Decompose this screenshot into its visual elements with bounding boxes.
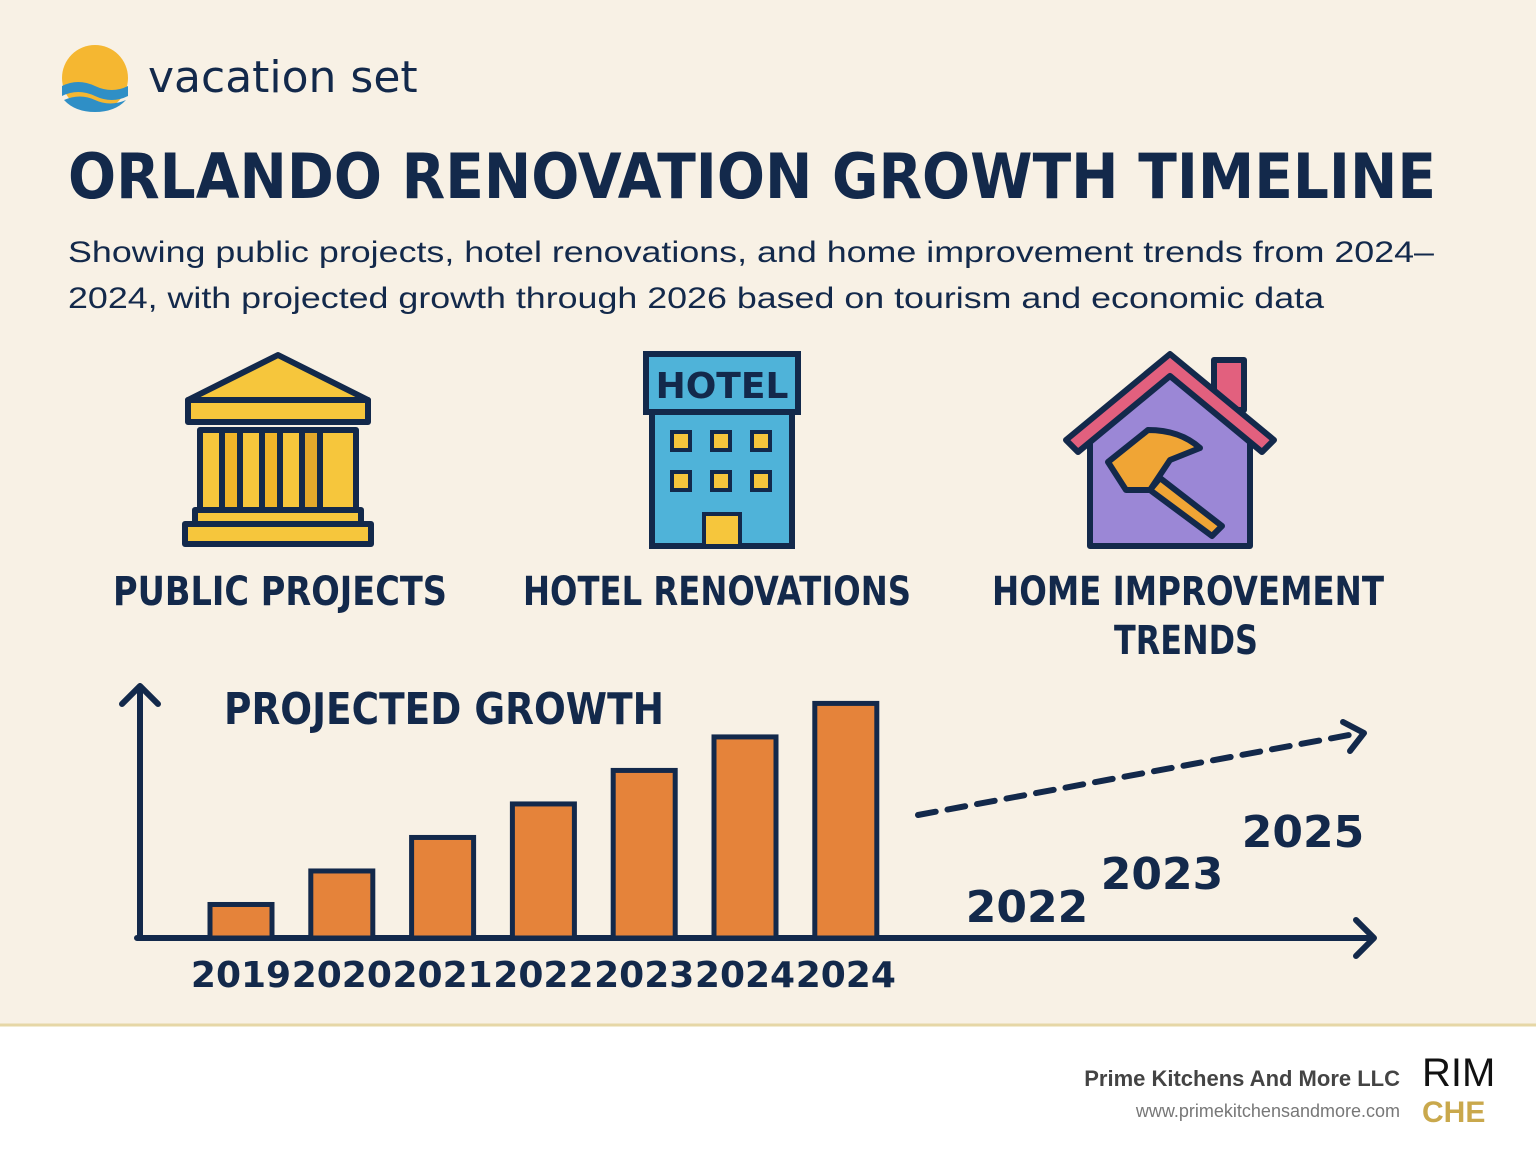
- category-label: HOME IMPROVEMENT: [992, 569, 1385, 615]
- title: ORLANDO RENOVATION GROWTH TIMELINE: [68, 140, 1436, 213]
- bar: [509, 801, 577, 941]
- bar: [409, 834, 477, 941]
- x-tick-label: 2022: [493, 955, 593, 996]
- subtitle-line: 2024, with projected growth through 2026…: [68, 282, 1324, 315]
- x-tick-label: 2019: [191, 955, 291, 996]
- public-projects-icon: [182, 352, 374, 547]
- bar: [711, 734, 779, 941]
- projection-label: 2023: [1101, 849, 1223, 900]
- home-icon: [1063, 351, 1277, 549]
- bar: [308, 868, 376, 941]
- projection-label: 2025: [1242, 807, 1364, 858]
- company-logo: CHE: [1422, 1096, 1485, 1129]
- company-logo: RIM: [1422, 1051, 1495, 1095]
- bar: [610, 767, 678, 941]
- x-tick-label: 2020: [292, 955, 392, 996]
- brand-logo: [62, 45, 128, 112]
- category-label: TRENDS: [1114, 618, 1258, 664]
- hotel-icon: [643, 351, 801, 549]
- company-name: Prime Kitchens And More LLC: [1084, 1066, 1400, 1091]
- footer-background: [0, 1026, 1536, 1154]
- x-tick-label: 2024: [695, 955, 795, 996]
- hotel-sign: HOTEL: [656, 366, 789, 407]
- brand-name: vacation set: [148, 52, 418, 103]
- subtitle-line: Showing public projects, hotel renovatio…: [68, 236, 1434, 269]
- company-url: www.primekitchensandmore.com: [1135, 1101, 1400, 1121]
- x-tick-label: 2021: [392, 955, 492, 996]
- x-tick-label: 2023: [594, 955, 694, 996]
- projection-label: 2022: [966, 882, 1088, 933]
- bar: [207, 901, 275, 941]
- bar: [812, 700, 880, 941]
- category-label: HOTEL RENOVATIONS: [523, 569, 911, 615]
- category-label: PUBLIC PROJECTS: [113, 569, 447, 615]
- chart-title: PROJECTED GROWTH: [224, 684, 664, 735]
- x-tick-label: 2024: [796, 955, 896, 996]
